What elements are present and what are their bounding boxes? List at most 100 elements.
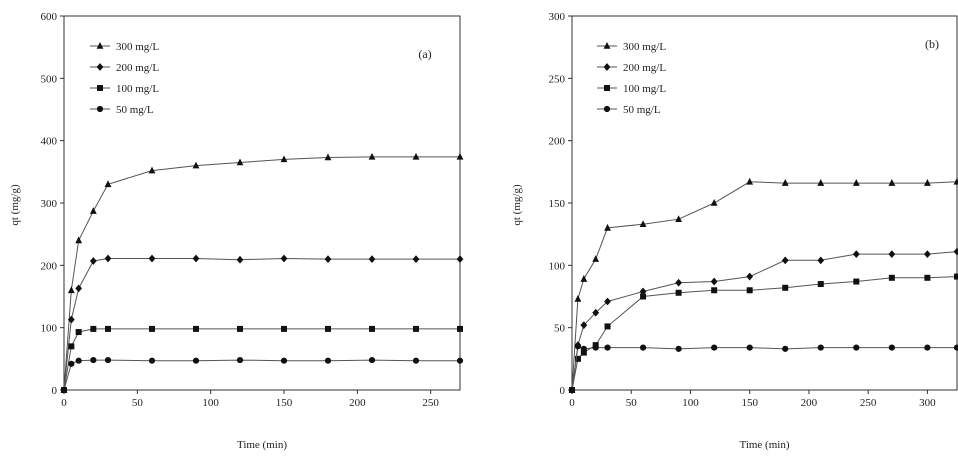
series-2-point-4: [105, 325, 111, 332]
legend-entry-2: 100 mg/L: [597, 83, 666, 95]
series-2-point-legend: [97, 85, 103, 91]
series-1-point-7: [236, 255, 244, 264]
x-tick-label: 100: [202, 397, 219, 409]
legend-entry-2: 100 mg/L: [90, 83, 159, 95]
legend-label: 200 mg/L: [623, 62, 666, 74]
series-0-point-4: [604, 223, 611, 231]
series-2-point-8: [281, 325, 287, 332]
x-tick-label: 300: [919, 397, 936, 409]
x-tick-label: 100: [682, 397, 699, 409]
y-tick-label: 100: [41, 323, 58, 335]
series-2-point-7: [237, 325, 243, 332]
legend-label: 50 mg/L: [116, 104, 154, 116]
legend-label: 100 mg/L: [623, 83, 666, 95]
series-1-point-4: [104, 254, 112, 263]
chart-a: 0 100 200 300 400 500 600 0 50 100 150 200 250 Time (…: [9, 11, 464, 451]
x-tick-label: 250: [422, 397, 439, 409]
series-0-point-13: [923, 179, 931, 186]
series-1-point-10: [817, 256, 825, 265]
y-axis-label: qt (mg/g): [511, 184, 523, 226]
series-3-point-12: [888, 344, 895, 351]
series-1-point-7: [710, 277, 718, 286]
series-3-point-14: [953, 344, 958, 351]
series-1-point-11: [412, 255, 420, 263]
series-line-0: [63, 156, 460, 391]
y-tick-label: 200: [549, 136, 566, 148]
series-0: [568, 177, 958, 393]
series-line-2: [63, 328, 460, 391]
series-3-point-2: [580, 345, 587, 352]
series-3-point-7: [711, 344, 718, 351]
series-2: [569, 273, 958, 393]
series-1-point-14: [953, 247, 958, 256]
y-tick-label: 100: [549, 260, 566, 272]
y-tick-label: 500: [41, 73, 58, 85]
series-3-point-3: [90, 356, 97, 364]
series-3-point-6: [675, 345, 682, 352]
series-2: [61, 325, 463, 393]
series-3-point-2: [75, 357, 82, 364]
series-1-point-10: [368, 255, 376, 263]
series-3-point-0: [568, 386, 576, 394]
series-1-point-9: [781, 256, 789, 265]
series-2-point-9: [782, 284, 789, 291]
legend-entry-3: 50 mg/L: [597, 104, 661, 116]
x-tick-label: 50: [132, 397, 144, 409]
series-0-point-11: [852, 179, 860, 186]
series-2-point-2: [75, 329, 82, 336]
series-0-point-5: [148, 166, 156, 174]
series-0-point-6: [192, 161, 200, 169]
series-2-point-5: [640, 293, 647, 300]
series-2-point-11: [413, 325, 419, 332]
series-3-point-9: [324, 357, 332, 364]
series-3-point-12: [456, 357, 464, 364]
series-0-point-3: [592, 255, 600, 262]
series-3-point-5: [148, 357, 156, 364]
series-0-point-9: [324, 153, 332, 161]
series-3-point-8: [746, 344, 753, 351]
series-3-point-7: [236, 356, 244, 364]
x-axis-label: Time (min): [739, 439, 789, 451]
series-3: [60, 356, 464, 394]
legend-label: 300 mg/L: [116, 41, 159, 53]
series-1-point-12: [456, 255, 464, 263]
series-2-point-legend: [604, 85, 610, 91]
series-1: [568, 247, 958, 394]
series-2-point-12: [457, 325, 463, 332]
series-2-point-6: [675, 289, 682, 296]
y-tick-label: 300: [41, 198, 58, 210]
series-1-point-4: [604, 297, 611, 306]
x-tick-label: 200: [801, 397, 818, 409]
series-1-point-6: [192, 254, 200, 263]
series-line-3: [63, 359, 460, 391]
y-tick-label: 400: [41, 136, 58, 148]
legend-entry-3: 50 mg/L: [90, 104, 154, 116]
series-0-point-8: [746, 177, 754, 185]
series-2-point-8: [746, 287, 753, 294]
series-1-point-6: [675, 278, 683, 287]
panel-label: (b): [925, 37, 939, 51]
series-1-point-8: [280, 254, 288, 263]
series-1-point-5: [148, 254, 156, 263]
series-3-point-legend: [96, 105, 104, 113]
series-2-point-1: [68, 343, 75, 350]
panel-label: (a): [418, 47, 431, 61]
series-0-point-1: [574, 294, 582, 302]
series-1-point-legend: [603, 63, 611, 71]
legend-label: 300 mg/L: [623, 41, 666, 53]
series-2-point-13: [924, 274, 931, 281]
series-3-point-1: [68, 360, 75, 367]
series-line-3: [571, 345, 957, 391]
series-1-point-1: [67, 315, 75, 324]
series-0-point-14: [953, 177, 958, 185]
series-2-point-7: [711, 287, 718, 294]
series-0-point-8: [280, 155, 288, 163]
series-3-point-8: [280, 357, 288, 364]
series-3-point-4: [104, 356, 112, 364]
y-tick-label: 300: [549, 11, 566, 23]
series-3-point-11: [412, 357, 420, 364]
series-0-point-legend: [603, 42, 611, 49]
x-tick-label: 0: [61, 397, 67, 409]
legend-entry-0: 300 mg/L: [90, 41, 159, 53]
